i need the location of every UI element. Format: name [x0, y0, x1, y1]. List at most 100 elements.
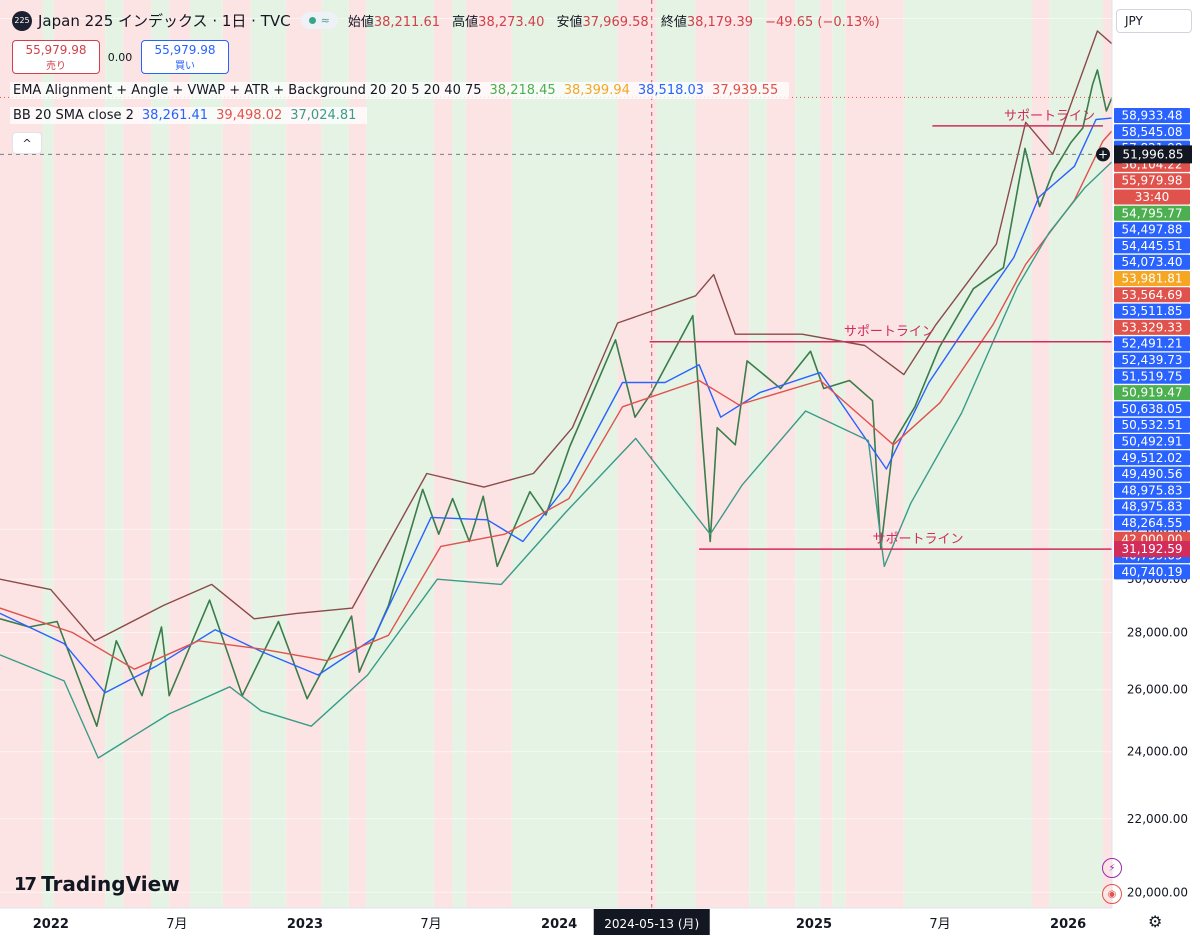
price-label-badge[interactable]: [1114, 336, 1190, 352]
price-label-badge[interactable]: [1114, 482, 1190, 498]
regime-band-bull: [151, 0, 170, 908]
price-label-badge[interactable]: [1114, 173, 1190, 189]
time-tick-label: 7月: [929, 917, 950, 932]
tradingview-logo: 17 TradingView: [14, 872, 180, 896]
price-tick-label: 24,000.00: [1127, 745, 1188, 759]
price-label-badge[interactable]: [1114, 222, 1190, 238]
price-label-badge[interactable]: [1114, 368, 1190, 384]
regime-band-bear: [222, 0, 251, 908]
time-tick-label: 2022: [33, 917, 69, 932]
ema-indicator-name: EMA Alignment + Angle + VWAP + ATR + Bac…: [13, 83, 366, 98]
price-label-value: 52,491.21: [1121, 337, 1182, 351]
price-label-badge[interactable]: [1114, 238, 1190, 254]
price-line: [0, 69, 1113, 727]
ema-indicator-legend[interactable]: EMA Alignment + Angle + VWAP + ATR + Bac…: [10, 82, 790, 99]
price-label-badge[interactable]: [1114, 352, 1190, 368]
indicator-line-2: [0, 130, 1113, 670]
price-label-badge[interactable]: [1114, 254, 1190, 270]
price-label-badge[interactable]: [1114, 108, 1190, 123]
support-price-badge[interactable]: [1114, 541, 1190, 558]
time-tick-label: 7月: [420, 917, 441, 932]
close-value: 38,179.39: [686, 15, 753, 30]
price-label-badge[interactable]: [1114, 189, 1190, 205]
price-label-badge[interactable]: [1114, 319, 1190, 335]
regime-band-bull: [1049, 0, 1103, 908]
regime-band-bear: [465, 0, 512, 908]
ema-value-3: 38,518.03: [637, 83, 705, 98]
price-label-value: 48,975.83: [1121, 500, 1182, 514]
currency-selector[interactable]: JPY: [1116, 9, 1192, 33]
price-label-value: 54,073.40: [1121, 255, 1182, 269]
price-label-badge[interactable]: [1114, 564, 1190, 580]
add-alert-plus-icon[interactable]: [1096, 147, 1110, 162]
price-tick-label: 22,000.00: [1127, 812, 1188, 826]
regime-band-bull: [42, 0, 54, 908]
high-label: 高値: [452, 15, 479, 30]
lightning-icon[interactable]: ⚡: [1102, 858, 1122, 878]
ohlc-values: 始値38,211.61 高値38,273.40 安値37,969.58 終値38…: [348, 11, 888, 30]
alert-icon[interactable]: ◉: [1102, 884, 1122, 904]
low-value: 37,969.58: [582, 15, 649, 30]
price-label-badge[interactable]: [1114, 271, 1190, 286]
ema-value-2: 38,399.94: [563, 83, 630, 98]
price-label-badge[interactable]: [1114, 124, 1190, 140]
ema-value-4: 37,939.55: [712, 83, 779, 98]
regime-band-bear: [695, 0, 750, 908]
price-label-value: 52,439.73: [1121, 353, 1182, 367]
bb-indicator-params: 20 SMA close 2: [34, 108, 134, 123]
crosshair-price-label: 51,996.85: [1122, 147, 1183, 161]
price-tick-label: 20,000.00: [1127, 885, 1188, 899]
regime-band-bull: [190, 0, 223, 908]
price-label-value: 53,329.33: [1121, 320, 1182, 334]
price-label-badge[interactable]: [1114, 385, 1190, 401]
price-label-value: 58,545.08: [1121, 125, 1182, 139]
symbol-title[interactable]: Japan 225 インデックス · 1日 · TVC: [38, 12, 291, 30]
price-label-badge[interactable]: [1114, 287, 1190, 303]
price-label-badge[interactable]: [1114, 499, 1190, 515]
price-label-badge[interactable]: [1114, 205, 1190, 221]
price-label-value: 40,740.19: [1121, 565, 1182, 579]
price-label-badge[interactable]: [1114, 401, 1190, 417]
regime-band-bull: [511, 0, 618, 908]
spread-value: 0.00: [107, 51, 133, 64]
price-label-value: 54,497.88: [1121, 223, 1182, 237]
ema-value-1: 38,218.45: [489, 83, 556, 98]
sell-button[interactable]: 55,979.98 売り: [12, 40, 100, 74]
price-label-badge[interactable]: [1114, 303, 1190, 319]
regime-band-bear: [286, 0, 322, 908]
bb-basis-value: 38,261.41: [141, 108, 209, 123]
bb-indicator-legend[interactable]: BB 20 SMA close 2 38,261.41 39,498.02 37…: [10, 107, 368, 124]
price-label-badge[interactable]: [1114, 417, 1190, 433]
market-status-pill[interactable]: ≈: [300, 12, 338, 29]
chart-header: 225 Japan 225 インデックス · 1日 · TVC ≈ 始値38,2…: [0, 0, 1110, 40]
time-tick-label: 7月: [166, 917, 187, 932]
buy-price: 55,979.98: [154, 42, 216, 57]
crosshair-date-label: 2024-05-13 (月): [604, 917, 699, 931]
wave-icon: ≈: [320, 14, 330, 27]
regime-band-bear: [820, 0, 833, 908]
change-value: −49.65 (−0.13%): [765, 15, 880, 30]
regime-band-bear: [433, 0, 453, 908]
collapse-legend-button[interactable]: ^: [12, 132, 42, 154]
price-axis[interactable]: 20,000.00 22,000.00 24,000.00 26,000.00 28,0…: [1096, 0, 1200, 936]
settings-gear-icon[interactable]: ⚙: [1148, 912, 1163, 931]
time-axis[interactable]: 20227月20237月20247月20257月20262024-05-13 (…: [0, 907, 1200, 936]
price-label-value: 49,512.02: [1121, 451, 1182, 465]
bb-indicator-name: BB: [13, 108, 31, 123]
price-label-badge[interactable]: [1114, 450, 1190, 466]
regime-band-bull: [366, 0, 434, 908]
price-label-badge[interactable]: [1114, 515, 1190, 531]
open-value: 38,211.61: [373, 15, 441, 30]
price-label-value: 53,564.69: [1121, 288, 1182, 302]
buy-button[interactable]: 55,979.98 買い: [141, 40, 229, 74]
open-label: 始値: [347, 15, 374, 30]
symbol-badge-icon[interactable]: 225: [12, 10, 32, 31]
price-label-badge[interactable]: [1114, 466, 1190, 482]
price-label-value: 51,519.75: [1121, 369, 1182, 383]
time-tick-label: 2024: [541, 917, 577, 932]
price-label-value: 49,490.56: [1121, 467, 1182, 481]
regime-band-bear: [766, 0, 796, 908]
price-label-badge[interactable]: [1114, 434, 1190, 449]
